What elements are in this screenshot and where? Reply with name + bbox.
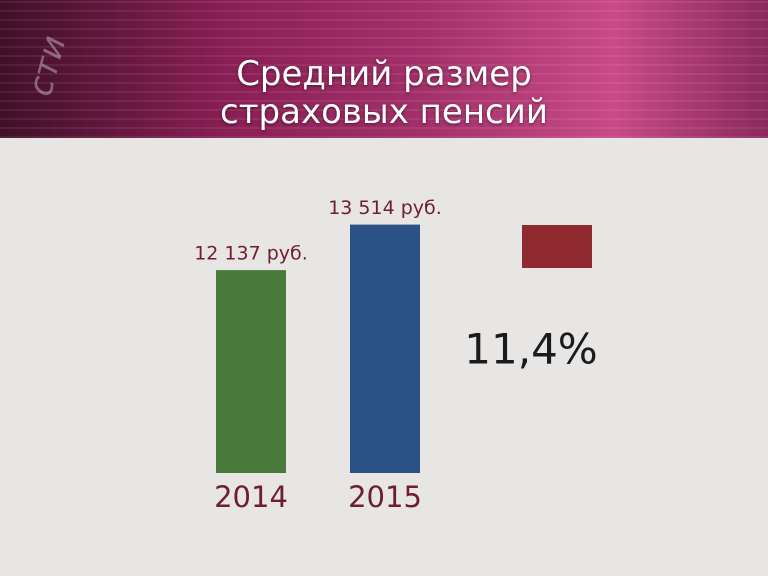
header-stripes: [0, 0, 768, 138]
annotation: 11,4%: [464, 325, 597, 374]
bar: [216, 270, 286, 473]
annotation-marker: [522, 225, 592, 268]
value-label: 12 137 руб.: [194, 243, 308, 265]
header: сти Средний размер страховых пенсий: [0, 0, 768, 138]
value-label: 13 514 руб.: [328, 197, 442, 219]
x-tick-label: 2014: [214, 480, 288, 514]
chart-title: Средний размер страховых пенсий: [220, 54, 548, 132]
x-tick-label: 2015: [348, 480, 422, 514]
bar: [350, 224, 420, 473]
